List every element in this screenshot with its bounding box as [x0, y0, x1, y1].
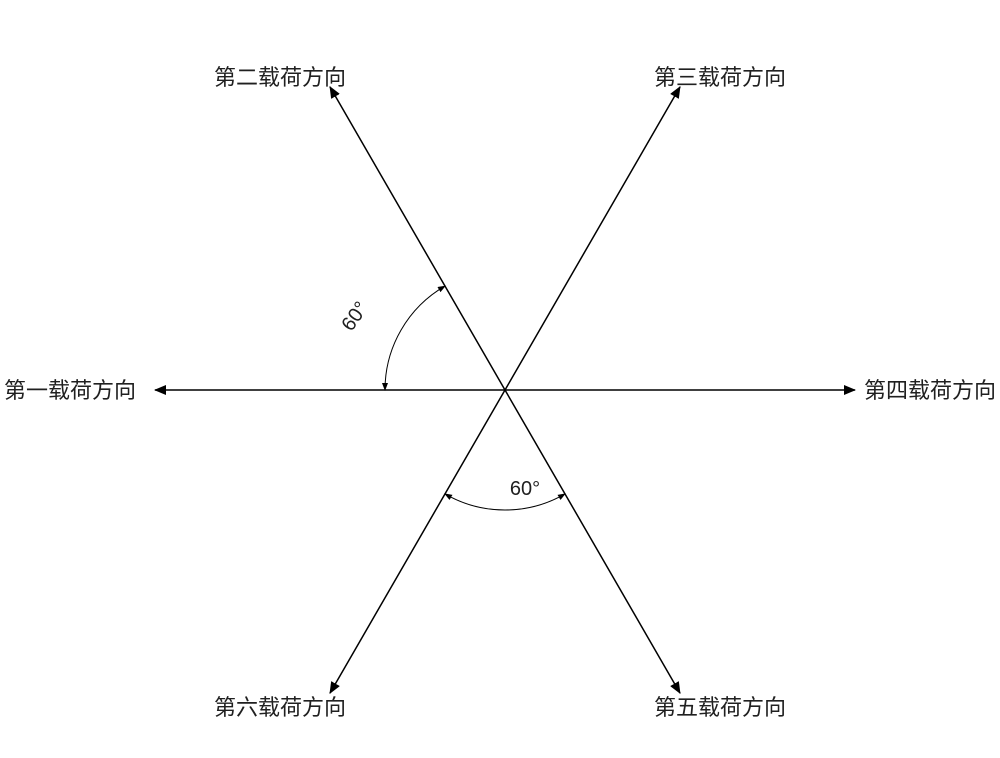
label-dir2: 第二载荷方向: [214, 65, 346, 90]
label-dir1: 第一载荷方向: [4, 378, 136, 403]
arrows-group: [155, 87, 855, 693]
angle-arc-1: [445, 494, 565, 510]
label-dir4: 第四载荷方向: [864, 378, 996, 403]
label-dir6: 第六载荷方向: [214, 695, 346, 720]
arrow-dir3: [505, 87, 680, 390]
label-dir3: 第三载荷方向: [654, 65, 786, 90]
angle-label-1: 60°: [510, 478, 540, 500]
angle-arcs-group: [385, 286, 565, 510]
angle-arc-0: [385, 286, 445, 390]
arrow-dir2: [330, 87, 505, 390]
arrow-dir5: [505, 390, 680, 693]
arrow-dir6: [330, 390, 505, 693]
label-dir5: 第五载荷方向: [654, 695, 786, 720]
angle-label-0: 60°: [337, 298, 372, 335]
labels-group: 第一载荷方向 第二载荷方向 第三载荷方向第四载荷方向第五载荷方向 第六载荷方向 60° 6…: [4, 65, 996, 720]
load-direction-diagram: 第一载荷方向 第二载荷方向 第三载荷方向第四载荷方向第五载荷方向 第六载荷方向 60° 6…: [0, 0, 1000, 758]
